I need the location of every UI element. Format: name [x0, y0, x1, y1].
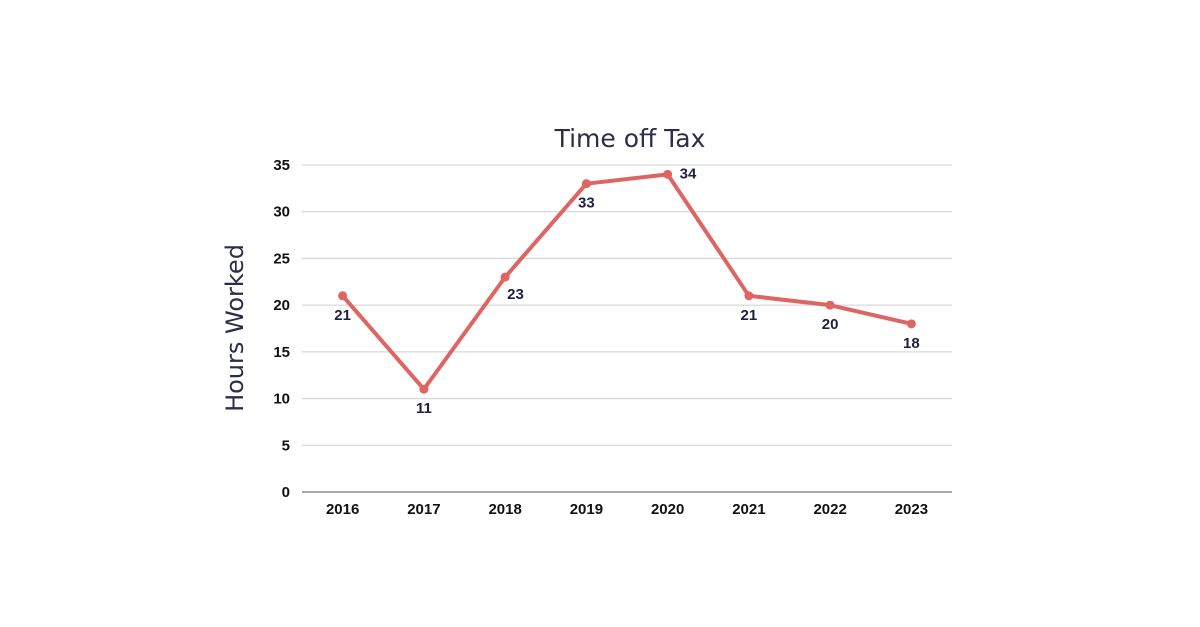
data-label: 34: [680, 165, 697, 182]
data-point: [906, 319, 916, 329]
y-tick-label: 20: [273, 297, 290, 314]
y-tick-label: 15: [273, 344, 290, 361]
chart-title: Time off Tax: [554, 124, 706, 153]
data-point: [825, 300, 835, 310]
data-point: [338, 291, 348, 301]
x-tick-label: 2021: [732, 501, 765, 518]
series-line: [340, 172, 914, 392]
y-tick-label: 25: [273, 250, 290, 267]
y-tick-label: 30: [273, 204, 290, 221]
x-tick-label: 2022: [813, 501, 846, 518]
data-label: 21: [334, 307, 351, 324]
data-points: [338, 169, 916, 394]
x-tick-label: 2020: [651, 501, 684, 518]
data-point: [581, 179, 591, 189]
data-label: 18: [903, 335, 920, 352]
y-tick-label: 35: [273, 157, 290, 174]
data-label: 33: [578, 195, 595, 212]
data-point: [419, 384, 429, 394]
data-labels: 21 11 23 33 34 21 20 18: [334, 165, 919, 417]
gridlines: [302, 164, 952, 493]
x-tick-label: 2016: [326, 501, 359, 518]
x-tick-label: 2019: [570, 501, 603, 518]
series-polyline: [340, 172, 914, 392]
x-tick-label: 2023: [895, 501, 928, 518]
data-label: 20: [822, 316, 839, 333]
y-axis-label: Hours Worked: [221, 244, 249, 412]
x-tick-label: 2017: [407, 501, 440, 518]
y-tick-labels: 0 5 10 15 20 25 30 35: [273, 157, 290, 501]
data-point: [663, 169, 673, 179]
data-point: [500, 272, 510, 282]
data-label: 11: [416, 400, 432, 417]
data-label: 23: [507, 286, 524, 303]
data-label: 21: [741, 307, 758, 324]
y-tick-label: 10: [273, 391, 290, 408]
y-tick-label: 5: [282, 437, 290, 454]
x-tick-label: 2018: [488, 501, 521, 518]
x-tick-labels: 2016 2017 2018 2019 2020 2021 2022 2023: [326, 501, 928, 518]
y-tick-label: 0: [282, 484, 290, 501]
data-point: [744, 291, 754, 301]
